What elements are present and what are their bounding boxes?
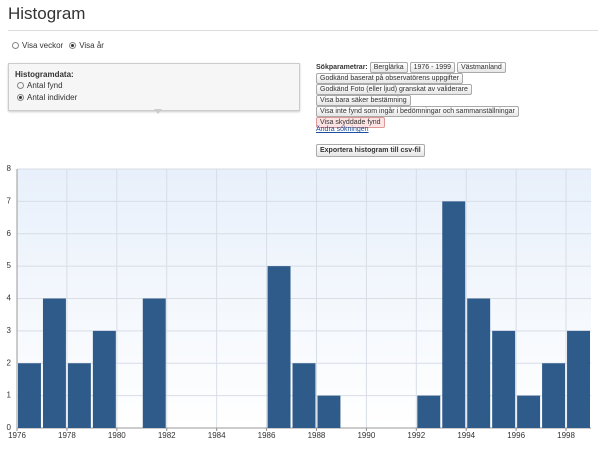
bar xyxy=(492,330,516,428)
radio-button[interactable] xyxy=(69,42,77,49)
x-tick-label: 1990 xyxy=(357,431,375,440)
radio-option[interactable]: Visa veckor xyxy=(12,41,63,50)
radio-label: Antal fynd xyxy=(27,81,63,90)
bar xyxy=(542,363,566,428)
radio-option[interactable]: Antal fynd xyxy=(17,81,299,90)
radio-button[interactable] xyxy=(17,94,24,101)
divider xyxy=(8,30,598,31)
search-params: Sökparametrar: Berglärka 1976 - 1999 Väs… xyxy=(316,62,576,128)
view-options: Visa veckor Visa år xyxy=(12,41,104,50)
bar xyxy=(292,363,316,428)
radio-option[interactable]: Visa år xyxy=(69,41,104,50)
bar xyxy=(67,363,91,428)
radio-button[interactable] xyxy=(12,42,19,49)
params-label: Sökparametrar: xyxy=(316,64,368,71)
histogram-options: Antal fynd Antal individer xyxy=(17,81,299,102)
histogram-chart: 0 1 2 3 4 5 6 7 8 1976 1978 1980 1982 1984 1986 1988 199… xyxy=(7,164,591,440)
x-tick-label: 1986 xyxy=(258,431,276,440)
radio-option[interactable]: Antal individer xyxy=(17,93,299,102)
y-tick-label: 6 xyxy=(7,229,12,238)
param-button[interactable]: Visa skyddade fynd xyxy=(316,117,385,128)
param-button[interactable]: Berglärka xyxy=(369,62,408,73)
bar xyxy=(467,298,491,428)
y-tick-label: 7 xyxy=(7,196,12,205)
x-tick-label: 1998 xyxy=(557,431,575,440)
radio-label: Antal individer xyxy=(27,93,78,102)
bar xyxy=(417,395,441,428)
radio-label: Visa veckor xyxy=(22,41,64,50)
y-tick-label: 4 xyxy=(7,294,12,303)
param-button[interactable]: 1976 - 1999 xyxy=(409,62,455,73)
param-button[interactable]: Visa inte fynd som ingår i bedömningar o… xyxy=(316,106,519,117)
x-tick-label: 1980 xyxy=(108,431,126,440)
bar xyxy=(92,330,116,428)
bar xyxy=(267,266,291,428)
histogram-data-box: Histogramdata: Antal fynd Antal individer xyxy=(8,63,300,111)
bar xyxy=(142,298,166,428)
x-tick-label: 1988 xyxy=(308,431,326,440)
bar xyxy=(317,395,341,428)
x-tick-label: 1984 xyxy=(208,431,226,440)
y-tick-label: 8 xyxy=(7,164,12,173)
radio-button[interactable] xyxy=(17,82,24,89)
x-tick-label: 1978 xyxy=(58,431,76,440)
x-tick-label: 1992 xyxy=(407,431,425,440)
y-tick-label: 2 xyxy=(7,358,12,367)
y-tick-label: 0 xyxy=(7,423,12,432)
param-button[interactable]: Visa bara säker bestämning xyxy=(316,95,411,106)
export-button[interactable]: Exportera histogram till csv-fil xyxy=(316,144,425,157)
bar xyxy=(517,395,541,428)
bar xyxy=(42,298,66,428)
edit-link[interactable]: Ändra sökningen xyxy=(316,126,369,133)
x-tick-label: 1994 xyxy=(457,431,475,440)
x-tick-label: 1976 xyxy=(8,431,26,440)
box-label: Histogramdata: xyxy=(15,70,74,79)
page-title: Histogram xyxy=(8,4,86,23)
y-tick-label: 3 xyxy=(7,326,12,335)
box-pointer xyxy=(154,109,162,114)
param-button[interactable]: Västmanland xyxy=(456,62,506,73)
param-button[interactable]: Godkänd baserat på observatörens uppgift… xyxy=(316,73,463,84)
bar xyxy=(18,363,41,428)
param-button[interactable]: Godkänd Foto (eller ljud) granskat av va… xyxy=(316,84,472,95)
y-tick-label: 5 xyxy=(7,261,12,270)
x-tick-label: 1982 xyxy=(158,431,176,440)
bar xyxy=(567,330,590,428)
bar xyxy=(442,201,466,428)
x-tick-label: 1996 xyxy=(507,431,525,440)
radio-label: Visa år xyxy=(79,41,104,50)
y-tick-label: 1 xyxy=(7,391,12,400)
